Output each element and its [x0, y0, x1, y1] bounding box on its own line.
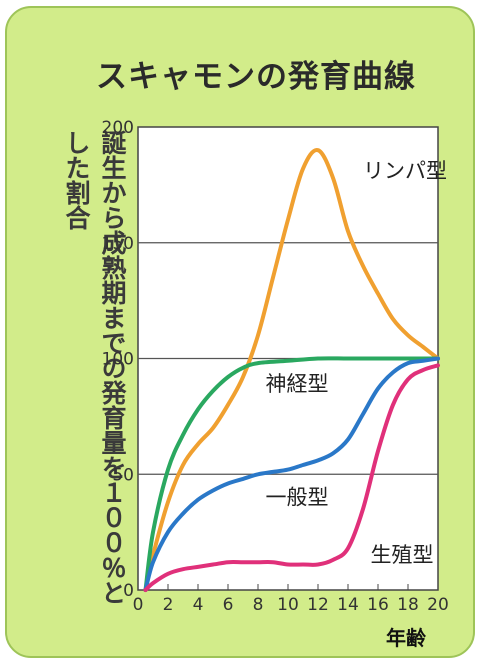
y-tick-label: 0 — [123, 581, 134, 601]
x-tick-label: 14 — [337, 595, 359, 615]
lymphoid-label: リンパ型 — [363, 159, 447, 183]
chart-title: スキャモンの発育曲線 — [96, 59, 416, 95]
reproductive-label: 生殖型 — [371, 543, 434, 567]
y-tick-label: 150 — [102, 234, 134, 254]
x-axis-label: 年齢 — [386, 626, 426, 650]
neural-label: 神経型 — [266, 372, 329, 396]
y-tick-label: 200 — [102, 118, 134, 138]
x-tick-label: 10 — [277, 595, 299, 615]
y-tick-label: 100 — [102, 350, 134, 370]
x-tick-label: 12 — [307, 595, 329, 615]
x-tick-label: 4 — [193, 595, 204, 615]
x-tick-label: 8 — [253, 595, 264, 615]
lymphoid-curve — [143, 148, 440, 592]
reproductive-curve — [143, 363, 440, 592]
general-label: 一般型 — [266, 485, 329, 509]
y-tick-label: 50 — [112, 465, 134, 485]
y-axis-label: 誕生から成熟期までの発育量を１００％とした割合 — [62, 130, 127, 605]
x-tick-label: 20 — [427, 595, 449, 615]
x-tick-label: 0 — [133, 595, 144, 615]
general-curve — [143, 356, 440, 592]
x-tick-label: 16 — [367, 595, 389, 615]
x-tick-label: 2 — [163, 595, 174, 615]
x-tick-label: 6 — [223, 595, 234, 615]
neural-curve — [143, 356, 440, 592]
x-tick-label: 18 — [397, 595, 419, 615]
